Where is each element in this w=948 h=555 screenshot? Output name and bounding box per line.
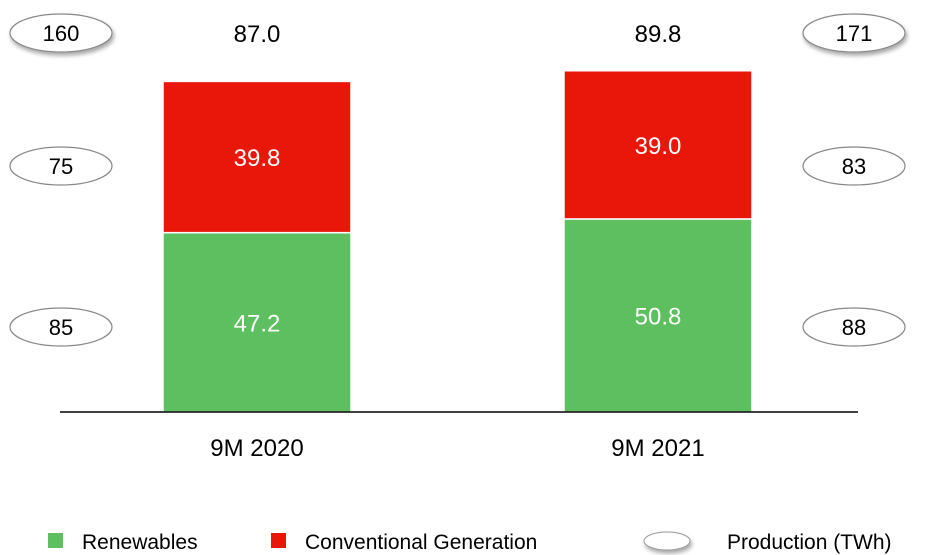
production-right-renewables-text: 88 — [842, 315, 866, 340]
legend-swatch-conventional — [271, 533, 286, 548]
production-oval-left-renewables: 85 — [9, 307, 113, 347]
production-left-conventional-text: 75 — [49, 154, 73, 179]
legend-swatch-production — [643, 531, 691, 551]
bar-conventional-generation-1 — [563, 70, 753, 220]
bar-value-label-renewables-1: 50.8 — [635, 303, 682, 330]
bars-layer: 47.2 39.8 50.8 39.0 — [162, 70, 753, 413]
production-oval-left-conventional: 75 — [9, 146, 113, 186]
production-oval-right-total: 171 — [802, 13, 906, 53]
bar-value-label-conventional-generation-1: 39.0 — [635, 133, 682, 160]
total-label-9m-2021: 89.8 — [635, 21, 682, 48]
legend: Renewables Conventional Generation Produ… — [48, 531, 892, 554]
bar-conventional-generation-0 — [162, 80, 352, 234]
production-right-conventional-text: 83 — [842, 154, 866, 179]
production-oval-right-conventional: 83 — [802, 146, 906, 186]
category-label-9m-2021: 9M 2021 — [611, 435, 704, 462]
bar-renewables-0 — [162, 231, 352, 413]
bar-value-label-conventional-generation-0: 39.8 — [234, 145, 281, 172]
production-oval-right-renewables: 88 — [802, 307, 906, 347]
total-label-9m-2020: 87.0 — [234, 21, 281, 48]
production-left-total-text: 160 — [43, 21, 80, 46]
production-right-total-text: 171 — [836, 21, 873, 46]
production-oval-left-total: 160 — [9, 13, 113, 53]
legend-label-conventional: Conventional Generation — [305, 531, 537, 554]
category-label-9m-2020: 9M 2020 — [210, 435, 303, 462]
legend-label-renewables: Renewables — [82, 531, 198, 554]
legend-swatch-renewables — [48, 533, 63, 548]
legend-label-production: Production (TWh) — [727, 531, 892, 554]
bar-value-label-renewables-0: 47.2 — [234, 310, 281, 337]
production-left-renewables-text: 85 — [49, 315, 73, 340]
